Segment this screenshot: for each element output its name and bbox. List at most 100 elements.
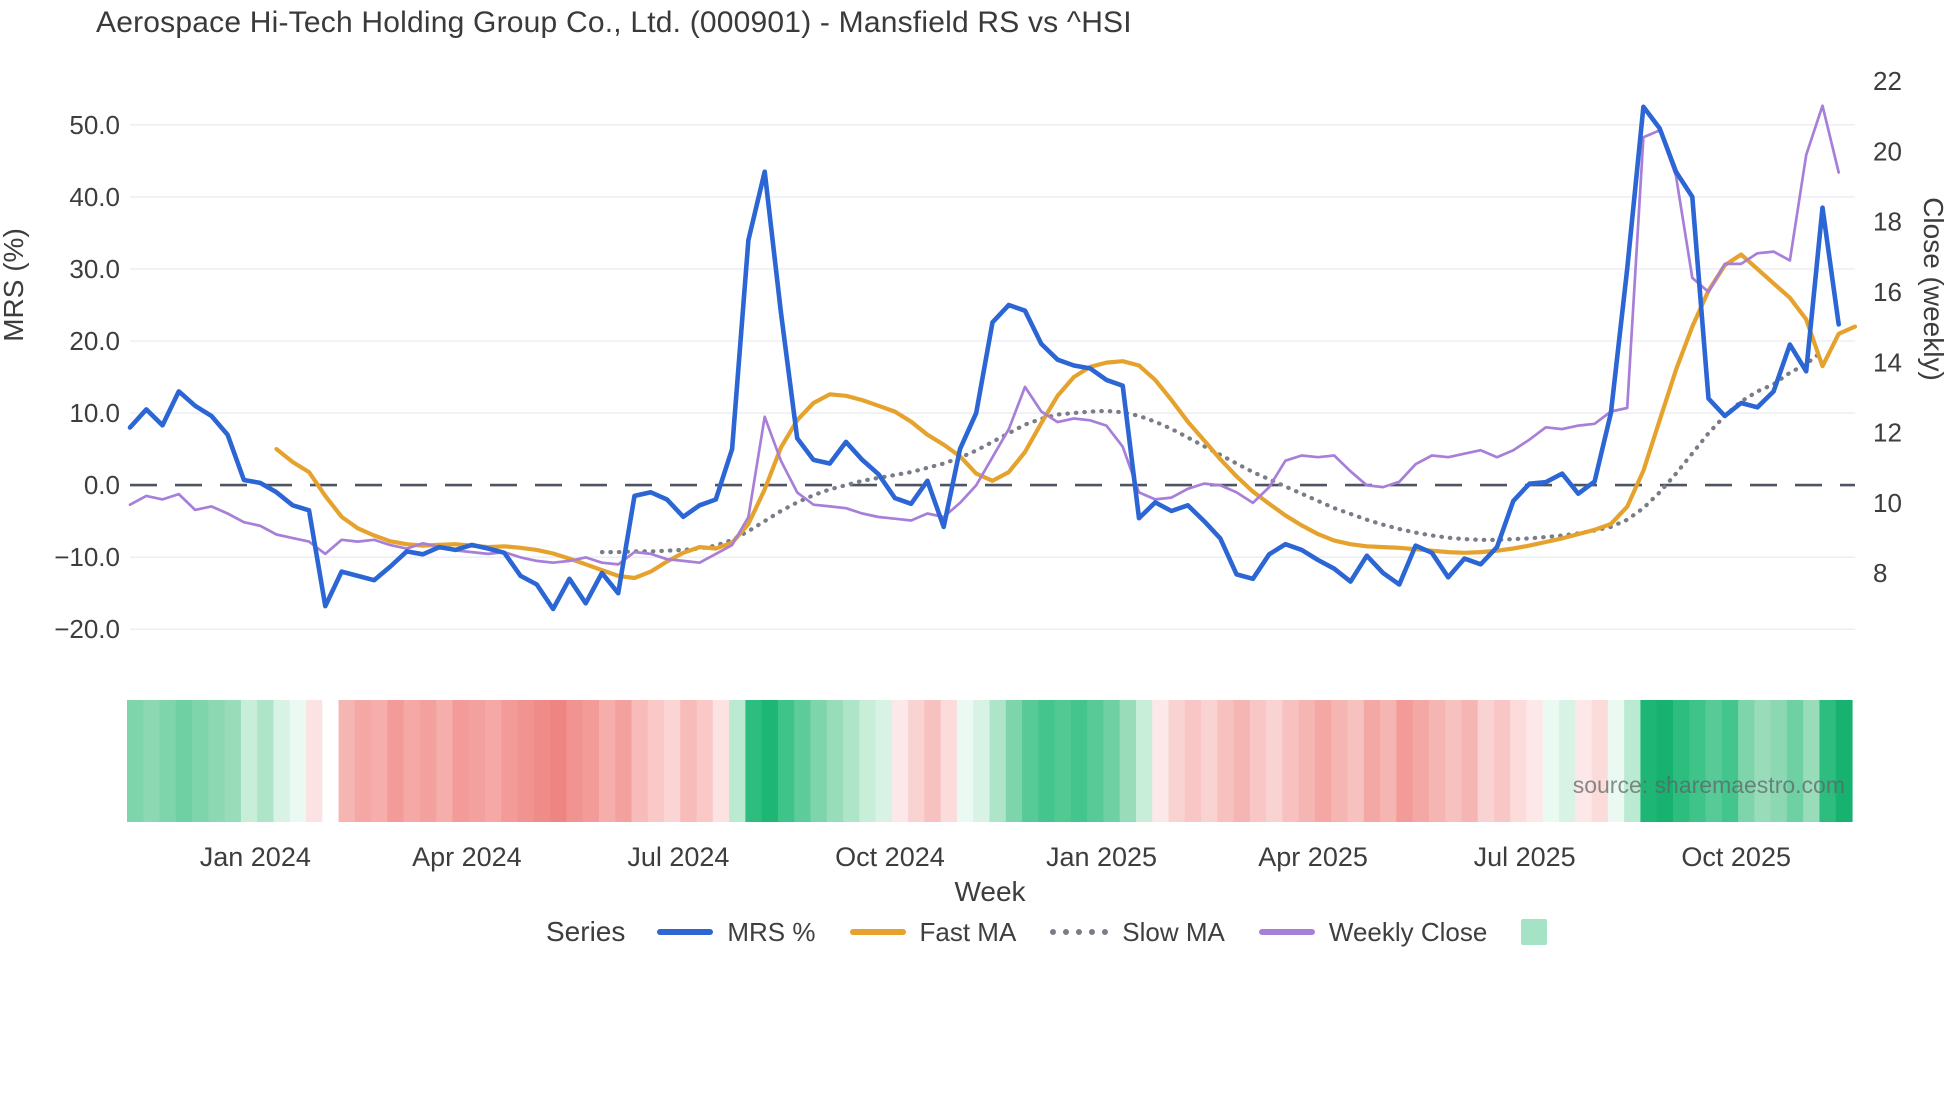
heatmap-cell	[1266, 700, 1284, 822]
legend-item-weekly-close: Weekly Close	[1258, 917, 1487, 948]
legend-items: MRS % Fast MA Slow MA Weekly Close	[657, 916, 1548, 948]
x-axis-tick: Oct 2025	[1681, 842, 1791, 872]
left-axis-tick: −10.0	[54, 542, 120, 572]
heatmap-cell	[1738, 700, 1755, 822]
heatmap-cell	[810, 700, 828, 822]
heatmap-cell	[306, 700, 323, 822]
heatmap-cell	[1510, 700, 1528, 822]
heatmap-cell	[891, 700, 909, 822]
heatmap-cell	[1298, 700, 1316, 822]
heatmap-cell	[1786, 700, 1804, 822]
heatmap-cell	[1624, 700, 1642, 822]
heatmap-cell	[729, 700, 746, 822]
heatmap-cell	[908, 700, 926, 822]
legend-swatch-line	[1258, 929, 1315, 935]
heatmap-cell	[1412, 700, 1430, 822]
heatmap-cell	[1689, 700, 1707, 822]
x-axis-tick: Apr 2024	[412, 842, 522, 872]
series-line-weekly-close	[128, 104, 1841, 566]
x-axis-tick: Jan 2025	[1046, 842, 1157, 872]
heatmap-cell	[1835, 700, 1853, 822]
heatmap-cell	[1070, 700, 1088, 822]
heatmap-cell	[533, 700, 551, 822]
legend-item-slow-ma: Slow MA	[1050, 917, 1225, 948]
heatmap-cell	[240, 700, 258, 822]
heatmap-cell	[615, 700, 633, 822]
heatmap-cell	[582, 700, 600, 822]
heatmap-cell	[875, 700, 893, 822]
left-axis-tick: 0.0	[84, 470, 120, 500]
heatmap-cell	[338, 700, 356, 822]
heatmap-cell	[1103, 700, 1121, 822]
right-axis-tick: 12	[1873, 418, 1902, 448]
heatmap-cell	[1135, 700, 1153, 822]
heatmap-cell	[1803, 700, 1821, 822]
heatmap-cell	[1493, 700, 1511, 822]
heatmap-cell	[664, 700, 681, 822]
heatmap-cell	[1201, 700, 1218, 822]
heatmap-cell	[208, 700, 226, 822]
legend-item-label: Fast MA	[919, 916, 1017, 947]
heatmap-cell	[1640, 700, 1658, 822]
x-axis-tick: Jul 2025	[1474, 842, 1576, 872]
heatmap-cell	[1575, 700, 1593, 822]
left-axis-tick: 20.0	[69, 326, 120, 356]
heatmap-cell	[761, 700, 779, 822]
heatmap-cell	[485, 700, 502, 822]
heatmap-cell	[973, 700, 991, 822]
heatmap-cell	[371, 700, 388, 822]
legend-swatch-line	[657, 929, 714, 935]
heatmap-cell	[419, 700, 437, 822]
heatmap-cell	[192, 700, 209, 822]
right-axis-tick: 16	[1873, 277, 1902, 307]
left-axis-tick: 30.0	[69, 254, 120, 284]
heatmap-cell	[1477, 700, 1495, 822]
heatmap-cell	[680, 700, 698, 822]
chart-title: Aerospace Hi-Tech Holding Group Co., Ltd…	[96, 6, 1132, 39]
heatmap-cell	[777, 700, 795, 822]
heatmap-cell	[1705, 700, 1723, 822]
heatmap-cell	[843, 700, 860, 822]
right-axis-tick: 8	[1873, 558, 1887, 588]
right-axis-tick: 20	[1873, 136, 1902, 166]
heatmap-cell	[1054, 700, 1072, 822]
heatmap-cell	[1005, 700, 1023, 822]
heatmap-cell	[273, 700, 291, 822]
left-axis-title: MRS (%)	[0, 228, 29, 342]
heatmap-cell	[468, 700, 486, 822]
legend-item-label: Slow MA	[1122, 916, 1225, 947]
heatmap-cell	[127, 700, 144, 822]
legend-item-mrs: MRS %	[657, 917, 816, 948]
heatmap-cell	[859, 700, 877, 822]
heatmap-cell	[1022, 700, 1039, 822]
heatmap-cell	[1461, 700, 1479, 822]
heatmap-cell	[289, 700, 307, 822]
heatmap-cell	[826, 700, 844, 822]
heatmap-cell	[1672, 700, 1690, 822]
heatmap-cell	[989, 700, 1007, 822]
legend-swatch-line	[849, 929, 906, 935]
heatmap-cell	[159, 700, 177, 822]
right-axis-tick: 10	[1873, 488, 1902, 518]
heatmap-cell	[354, 700, 372, 822]
heatmap-cell	[1119, 700, 1137, 822]
legend-title: Series	[546, 916, 626, 947]
heatmap-cell	[175, 700, 193, 822]
legend: Series MRS % Fast MA Slow MA Weekly Close	[546, 916, 1548, 948]
right-axis-tick: 22	[1873, 66, 1902, 96]
heatmap-cell	[1233, 700, 1251, 822]
heatmap-cell	[696, 700, 714, 822]
legend-item-fast-ma: Fast MA	[849, 916, 1017, 948]
heatmap-cell	[1445, 700, 1463, 822]
heatmap-cell	[517, 700, 535, 822]
heatmap-cell	[1591, 700, 1609, 822]
heatmap-cell	[1314, 700, 1332, 822]
heatmap-cell	[1542, 700, 1560, 822]
legend-swatch-dotted-line	[1050, 929, 1109, 935]
heatmap-cell	[224, 700, 242, 822]
heatmap-cell	[1754, 700, 1772, 822]
heatmap-cell	[745, 700, 763, 822]
legend-item-heatmap	[1521, 919, 1548, 945]
